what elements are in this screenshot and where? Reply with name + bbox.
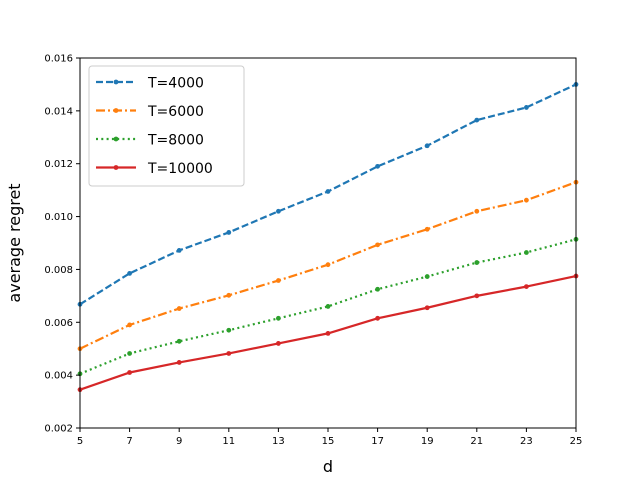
legend-marker [113, 108, 119, 113]
series-t-6000 [77, 179, 579, 352]
legend-marker [113, 165, 119, 170]
data-point [524, 197, 529, 203]
y-axis-ticks: 0.002 0.004 0.006 0.008 0.010 0.012 0.014 0.016 [44, 54, 80, 435]
legend-box [88, 65, 245, 187]
series-t-10000 [77, 273, 579, 393]
data-point [524, 284, 529, 290]
data-point [176, 338, 182, 344]
x-tick-label: 9 [176, 436, 182, 447]
legend-marker [113, 136, 119, 142]
data-point [424, 143, 430, 149]
x-tick-label: 7 [126, 436, 132, 447]
series-t-8000 [77, 236, 579, 377]
data-point [276, 208, 281, 214]
y-tick-label: 0.008 [44, 265, 73, 276]
data-point [276, 278, 281, 283]
y-tick-label: 0.016 [44, 54, 73, 65]
data-point [375, 163, 380, 169]
legend-label: T=4000 [147, 76, 204, 92]
data-point [524, 105, 529, 110]
legend-item: T=6000 [96, 104, 204, 120]
x-tick-label: 23 [520, 436, 533, 447]
legend-label: T=10000 [147, 161, 213, 177]
y-tick-label: 0.010 [44, 212, 73, 223]
series-t-4000 [77, 82, 579, 307]
legend-label: T=8000 [147, 133, 204, 149]
x-tick-label: 11 [222, 436, 235, 447]
data-point [226, 230, 232, 235]
data-point [375, 286, 380, 292]
data-point [424, 305, 430, 311]
data-point [474, 208, 480, 214]
x-tick-label: 21 [470, 436, 483, 447]
y-tick-label: 0.006 [44, 318, 73, 329]
y-tick-label: 0.012 [44, 159, 73, 170]
data-point [127, 351, 132, 356]
data-point [325, 304, 331, 309]
data-point [474, 117, 480, 123]
data-point [176, 248, 182, 253]
data-point [424, 274, 430, 279]
series-lines [77, 82, 579, 393]
data-point [226, 292, 232, 298]
data-point [524, 250, 529, 255]
data-point [325, 330, 331, 336]
x-tick-label: 15 [322, 436, 335, 447]
x-tick-label: 13 [272, 436, 285, 447]
data-point [176, 306, 182, 311]
data-point [127, 370, 132, 375]
data-point [226, 327, 232, 333]
data-point [176, 360, 182, 365]
x-axis-ticks: 5 7 9 11 13 15 17 19 21 23 25 [77, 428, 583, 447]
data-point [226, 351, 232, 356]
legend-marker [113, 79, 119, 85]
data-point [474, 260, 480, 265]
x-tick-label: 25 [570, 436, 583, 447]
x-axis-label: d [323, 457, 333, 476]
legend: T=4000 T=6000 T=8000 T=10000 [88, 65, 245, 187]
data-point [375, 242, 380, 248]
legend-label: T=6000 [147, 104, 204, 120]
data-point [276, 341, 281, 346]
x-tick-label: 5 [77, 436, 83, 447]
data-point [325, 262, 331, 268]
series-line [79, 238, 577, 375]
legend-item: T=10000 [96, 161, 213, 177]
data-point [127, 322, 132, 328]
y-axis-label: average regret [5, 183, 24, 302]
y-tick-label: 0.002 [44, 424, 73, 435]
data-point [424, 226, 430, 232]
legend-item: T=8000 [96, 133, 204, 149]
legend-item: T=4000 [96, 76, 204, 92]
data-point [276, 315, 281, 321]
y-tick-label: 0.014 [44, 106, 73, 117]
x-tick-label: 19 [421, 436, 434, 447]
data-point [127, 270, 132, 276]
y-tick-label: 0.004 [44, 371, 73, 382]
data-point [325, 189, 331, 194]
data-point [375, 315, 380, 321]
x-tick-label: 17 [371, 436, 384, 447]
data-point [474, 293, 480, 299]
